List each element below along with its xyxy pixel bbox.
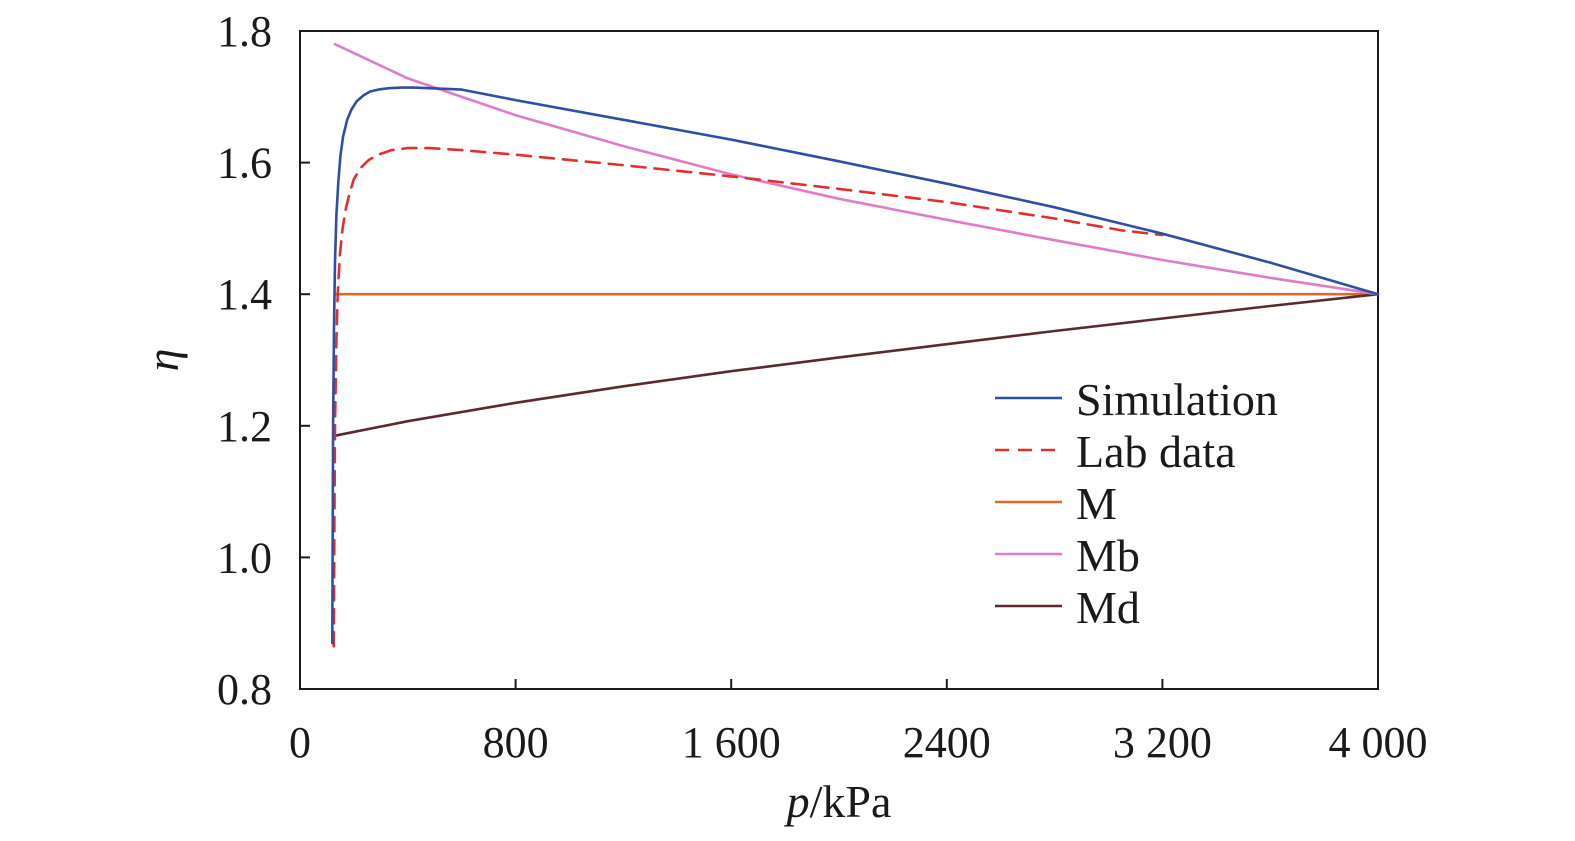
y-tick-label: 1.8 [217,7,272,56]
x-axis-label-unit: /kPa [810,776,892,827]
y-tick-label: 1.0 [217,533,272,582]
legend-label: Lab data [1076,426,1236,477]
legend-label: Mb [1076,530,1140,581]
series-line-lab-data [332,146,1164,648]
x-tick-label: 800 [483,718,549,767]
y-tick-label: 1.4 [217,270,272,319]
x-axis-label-variable: p [784,776,810,827]
legend-label: M [1076,478,1117,529]
y-tick-label: 0.8 [217,665,272,714]
x-tick-label: 3 200 [1113,718,1212,767]
x-tick-label: 2400 [903,718,991,767]
legend-label: Simulation [1076,374,1278,425]
x-axis-label: p/kPa [784,776,892,827]
x-tick-label: 0 [289,718,311,767]
series-line-mb [333,42,1380,296]
y-axis-label: η [137,349,188,372]
legend-label: Md [1076,582,1140,633]
y-tick-label: 1.2 [217,402,272,451]
plot-frame [299,30,1379,690]
series-layer [330,42,1380,648]
y-tick-label: 1.6 [217,139,272,188]
x-tick-label: 4 000 [1329,718,1428,767]
axis-layer: 0 800 1 600 2400 3 200 4 000 0.8 1.0 1.2 1.4 1.6 1.… [217,7,1428,767]
series-line-simulation [330,86,1380,645]
x-tick-label: 1 600 [682,718,781,767]
series-line-md [333,292,1380,438]
